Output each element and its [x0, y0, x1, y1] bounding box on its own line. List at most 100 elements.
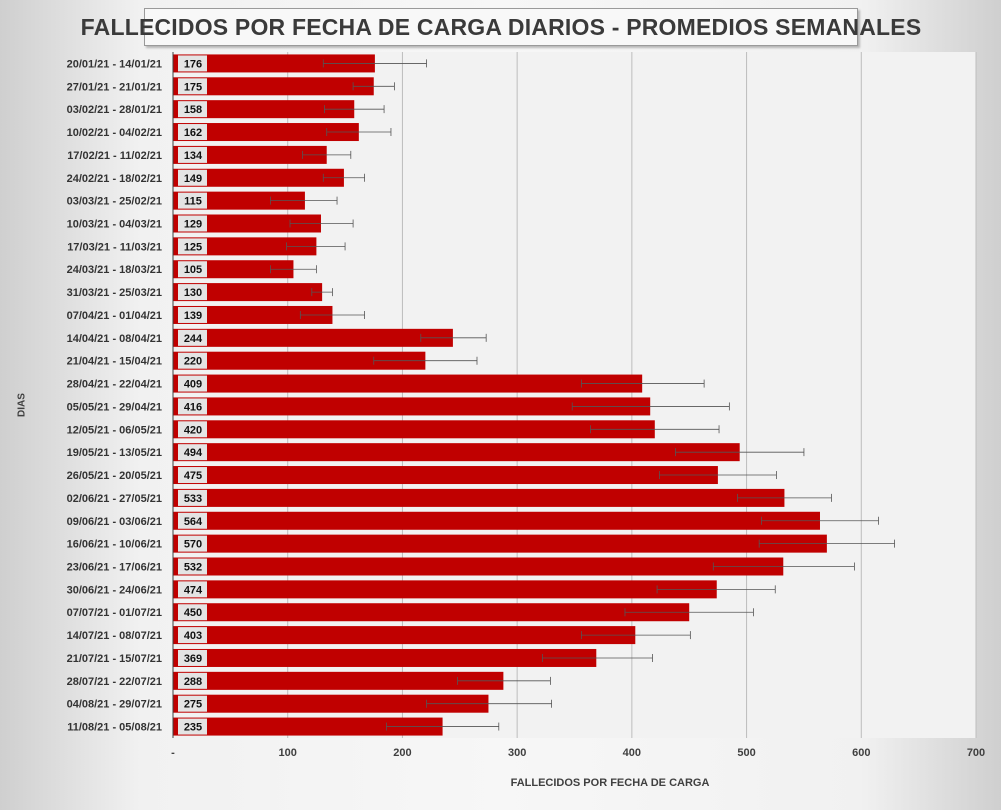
y-axis-label: DIAS [16, 393, 28, 417]
value-label: 420 [184, 424, 202, 436]
value-label: 130 [184, 287, 202, 299]
bar [173, 54, 375, 73]
bar [173, 305, 333, 324]
value-label: 475 [184, 470, 202, 482]
chart-title-box: FALLECIDOS POR FECHA DE CARGA DIARIOS - … [81, 8, 921, 46]
value-label-box [178, 238, 207, 255]
value-label: 409 [184, 379, 202, 391]
value-label-box [178, 192, 207, 209]
x-tick-label: 100 [279, 747, 297, 759]
category-label: 03/03/21 - 25/02/21 [67, 196, 162, 208]
value-label: 450 [184, 607, 202, 619]
category-label: 04/08/21 - 29/07/21 [67, 699, 162, 711]
value-label-box [178, 101, 207, 118]
bar [173, 717, 443, 736]
plot-area [173, 52, 976, 738]
x-tick-labels: - 100 200 300 400 500 600 700 [171, 747, 985, 759]
x-tick-label: 400 [623, 747, 641, 759]
value-label: 129 [184, 219, 202, 231]
value-label-box [178, 55, 207, 72]
category-label: 10/02/21 - 04/02/21 [67, 127, 162, 139]
bar [173, 557, 784, 576]
category-label: 31/03/21 - 25/03/21 [67, 287, 162, 299]
bar [173, 420, 655, 439]
value-label-box [178, 512, 207, 529]
value-label-box [178, 284, 207, 301]
category-label: 14/04/21 - 08/04/21 [67, 333, 162, 345]
value-label-box [178, 627, 207, 644]
grid-lines [287, 52, 977, 738]
bar [173, 283, 323, 302]
category-label: 24/02/21 - 18/02/21 [67, 173, 162, 185]
value-label-box [178, 672, 207, 689]
value-label: 115 [184, 196, 202, 208]
category-label: 24/03/21 - 18/03/21 [67, 264, 162, 276]
value-label: 158 [184, 104, 202, 116]
value-label-box [178, 581, 207, 598]
category-label: 30/06/21 - 24/06/21 [67, 584, 162, 596]
value-label-box [178, 124, 207, 141]
bar [173, 145, 327, 164]
category-label: 05/05/21 - 29/04/21 [67, 401, 162, 413]
category-label: 14/07/21 - 08/07/21 [67, 630, 162, 642]
value-label-box [178, 444, 207, 461]
x-tick-label: 200 [393, 747, 411, 759]
value-label-box [178, 421, 207, 438]
x-tick-label: 500 [737, 747, 755, 759]
value-label: 134 [184, 150, 203, 162]
value-label-box [178, 398, 207, 415]
x-axis-label: FALLECIDOS POR FECHA DE CARGA [510, 777, 710, 789]
value-label: 564 [184, 516, 203, 528]
value-label-box [178, 375, 207, 392]
error-bars [270, 59, 895, 731]
value-label: 235 [184, 722, 202, 734]
category-label: 17/03/21 - 11/03/21 [67, 241, 162, 253]
value-label: 275 [184, 699, 202, 711]
bar [173, 534, 827, 553]
category-label: 19/05/21 - 13/05/21 [67, 447, 162, 459]
category-label: 03/02/21 - 28/01/21 [67, 104, 162, 116]
value-label: 403 [184, 630, 202, 642]
value-label-box [178, 261, 207, 278]
value-label-box [178, 535, 207, 552]
value-label-box [178, 352, 207, 369]
value-label: 244 [184, 333, 203, 345]
category-label: 21/04/21 - 15/04/21 [67, 356, 162, 368]
value-label: 474 [184, 584, 203, 596]
category-label: 28/04/21 - 22/04/21 [67, 379, 162, 391]
bar [173, 123, 359, 142]
bar [173, 328, 453, 347]
value-label-box [178, 215, 207, 232]
value-label: 175 [184, 81, 202, 93]
value-label-box [178, 718, 207, 735]
category-label: 28/07/21 - 22/07/21 [67, 676, 162, 688]
category-label: 26/05/21 - 20/05/21 [67, 470, 162, 482]
value-label: 105 [184, 264, 202, 276]
bar [173, 694, 489, 713]
value-label-box [178, 146, 207, 163]
bar [173, 443, 740, 462]
category-label: 27/01/21 - 21/01/21 [67, 81, 162, 93]
bar [173, 397, 651, 416]
value-label: 532 [184, 562, 202, 574]
value-label-box [178, 695, 207, 712]
bar [173, 626, 636, 645]
x-tick-label: 600 [852, 747, 870, 759]
bar [173, 648, 597, 667]
value-label: 149 [184, 173, 202, 185]
bar [173, 580, 717, 599]
x-tick-label: - [171, 747, 175, 759]
value-label: 220 [184, 356, 202, 368]
bar [173, 671, 504, 690]
value-label-box [178, 306, 207, 323]
value-label-box [178, 467, 207, 484]
value-label-box [178, 169, 207, 186]
value-label: 570 [184, 539, 202, 551]
value-label: 162 [184, 127, 202, 139]
value-label-box [178, 649, 207, 666]
bar [173, 77, 374, 96]
category-label: 07/04/21 - 01/04/21 [67, 310, 162, 322]
value-label: 533 [184, 493, 202, 505]
value-label-box [178, 558, 207, 575]
